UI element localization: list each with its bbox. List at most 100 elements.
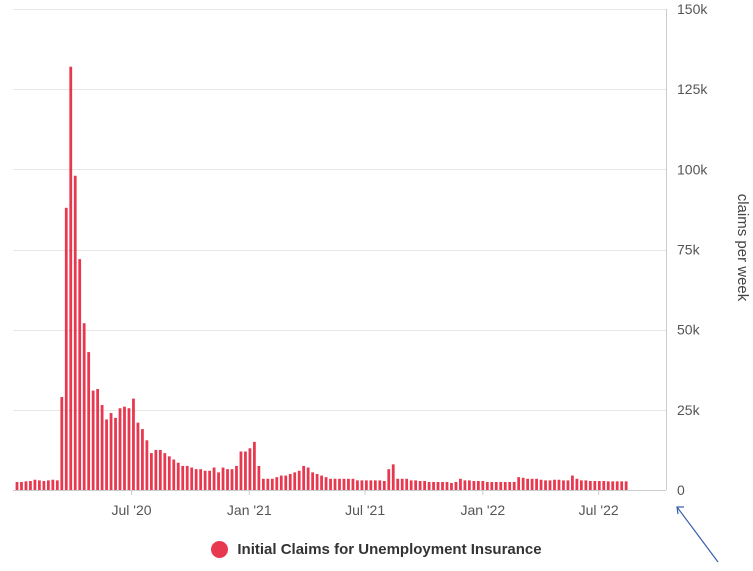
bar[interactable] <box>611 481 615 490</box>
bar[interactable] <box>405 478 409 490</box>
bar[interactable] <box>535 478 538 490</box>
bar[interactable] <box>441 481 444 490</box>
bar[interactable] <box>512 481 516 490</box>
bar[interactable] <box>423 481 426 490</box>
bar[interactable] <box>24 481 28 490</box>
bar[interactable] <box>503 481 507 490</box>
bar[interactable] <box>190 467 194 490</box>
bar[interactable] <box>324 477 328 490</box>
bar[interactable] <box>114 417 117 490</box>
bar[interactable] <box>566 480 570 490</box>
bar[interactable] <box>172 459 176 490</box>
bar[interactable] <box>481 481 485 490</box>
bar[interactable] <box>38 480 41 490</box>
bar[interactable] <box>176 462 180 490</box>
bar[interactable] <box>553 479 556 490</box>
bar[interactable] <box>369 480 373 490</box>
bar[interactable] <box>270 478 274 490</box>
bar[interactable] <box>226 469 229 490</box>
bar[interactable] <box>476 481 480 490</box>
bar[interactable] <box>253 441 256 490</box>
bar[interactable] <box>55 480 59 490</box>
bar[interactable] <box>521 477 525 490</box>
bar[interactable] <box>51 479 55 490</box>
bar[interactable] <box>490 481 494 490</box>
bar[interactable] <box>311 472 315 490</box>
bar[interactable] <box>391 464 395 490</box>
bar[interactable] <box>306 467 310 490</box>
bar[interactable] <box>127 408 131 490</box>
bar[interactable] <box>329 478 332 490</box>
bar[interactable] <box>109 413 113 490</box>
bar[interactable] <box>530 478 534 490</box>
bar[interactable] <box>445 481 449 490</box>
bar[interactable] <box>100 405 104 490</box>
bar[interactable] <box>132 398 135 490</box>
bar[interactable] <box>315 473 319 490</box>
bar[interactable] <box>409 480 413 490</box>
bar[interactable] <box>575 478 579 490</box>
bar[interactable] <box>557 479 561 490</box>
bar[interactable] <box>526 478 530 490</box>
bar[interactable] <box>396 478 400 490</box>
bar[interactable] <box>499 481 503 490</box>
bar[interactable] <box>351 478 355 490</box>
bar[interactable] <box>342 478 346 490</box>
bar[interactable] <box>454 481 458 490</box>
bar[interactable] <box>333 478 337 490</box>
bar[interactable] <box>136 422 140 490</box>
bar[interactable] <box>400 478 404 490</box>
bar[interactable] <box>15 481 19 490</box>
bar[interactable] <box>606 481 610 490</box>
bar[interactable] <box>624 481 628 490</box>
bar[interactable] <box>297 470 301 490</box>
bar[interactable] <box>517 477 521 490</box>
bar[interactable] <box>235 465 238 490</box>
bar[interactable] <box>360 480 364 490</box>
bar[interactable] <box>275 477 279 490</box>
bar[interactable] <box>432 481 435 490</box>
bar[interactable] <box>356 480 359 490</box>
bar[interactable] <box>154 449 158 490</box>
bar[interactable] <box>239 451 243 490</box>
bar[interactable] <box>96 388 100 490</box>
bar[interactable] <box>539 479 543 490</box>
bar[interactable] <box>194 469 198 490</box>
bar[interactable] <box>203 470 207 490</box>
bar[interactable] <box>42 481 46 490</box>
bar[interactable] <box>302 465 306 490</box>
bar[interactable] <box>588 481 592 490</box>
bar[interactable] <box>468 480 471 490</box>
bar[interactable] <box>485 481 489 490</box>
bar[interactable] <box>472 481 476 490</box>
bar[interactable] <box>584 480 588 490</box>
bar[interactable] <box>579 480 583 490</box>
bar[interactable] <box>123 406 126 490</box>
bar[interactable] <box>414 480 418 490</box>
bar[interactable] <box>244 451 247 490</box>
bar[interactable] <box>158 449 162 490</box>
bar[interactable] <box>387 469 391 490</box>
bar[interactable] <box>217 472 220 490</box>
bar[interactable] <box>230 469 234 490</box>
bar[interactable] <box>69 66 73 490</box>
bar[interactable] <box>288 473 292 490</box>
bar[interactable] <box>208 470 211 490</box>
bar[interactable] <box>450 482 453 490</box>
bar[interactable] <box>597 481 601 490</box>
bar[interactable] <box>163 453 167 490</box>
bar[interactable] <box>320 475 323 490</box>
bar[interactable] <box>593 481 597 490</box>
bar[interactable] <box>261 478 265 490</box>
bar[interactable] <box>544 480 547 490</box>
bar[interactable] <box>167 456 171 490</box>
bar[interactable] <box>257 465 261 490</box>
bar[interactable] <box>284 475 288 490</box>
bar[interactable] <box>427 481 431 490</box>
bar[interactable] <box>181 465 185 490</box>
bar[interactable] <box>199 469 203 490</box>
bar[interactable] <box>212 467 216 490</box>
bar[interactable] <box>33 479 37 490</box>
bar[interactable] <box>82 323 86 490</box>
bar[interactable] <box>46 480 50 490</box>
